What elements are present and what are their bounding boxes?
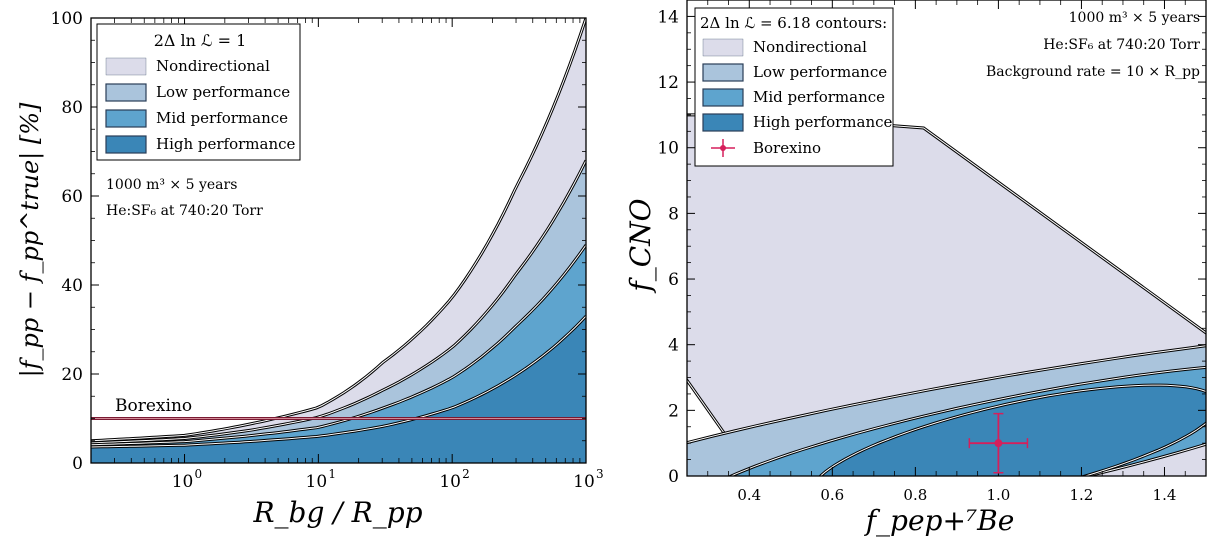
contour-edge-inner-0 bbox=[687, 114, 1206, 476]
edge-inner-0 bbox=[91, 18, 586, 442]
x-tick-exponent: 1 bbox=[328, 467, 336, 481]
legend-swatch-1 bbox=[702, 63, 744, 82]
right-legend-title: 2Δ ln ℒ = 6.18 contours: bbox=[700, 14, 887, 32]
borexino-point bbox=[994, 439, 1003, 448]
legend-swatch-3 bbox=[702, 113, 744, 132]
left-annotation-exposure: 1000 m³ × 5 years bbox=[106, 177, 237, 193]
x-tick-label-0.6: 0.6 bbox=[820, 486, 844, 504]
y-tick-label-100: 100 bbox=[51, 9, 83, 29]
right-y-axis-label: f_CNO bbox=[624, 198, 657, 293]
x-tick-label: 10 bbox=[573, 472, 595, 492]
legend-label-3: High performance bbox=[156, 135, 296, 153]
right-annotation-exposure: 1000 m³ × 5 years bbox=[1069, 10, 1200, 26]
legend-label-3: High performance bbox=[753, 113, 893, 131]
contour-edge-inner-3 bbox=[819, 384, 1206, 476]
left-y-axis-label: |f_pp − f_pp^true| [%] bbox=[16, 102, 45, 377]
area-high-performance bbox=[91, 316, 586, 463]
y-tick-label-14: 14 bbox=[657, 7, 679, 27]
y-tick-label-60: 60 bbox=[61, 187, 83, 207]
legend-swatch-3 bbox=[105, 135, 147, 154]
legend-marker-dot bbox=[720, 145, 726, 151]
x-tick-label-1.0: 1.0 bbox=[986, 486, 1010, 504]
contour-high-performance bbox=[820, 385, 1206, 476]
right-panel: 0 2 4 6 8 10 12 14 0.4 0.6 0.8 1.0 1.2 1.4 2Δ ln ℒ = … bbox=[624, 0, 1207, 537]
legend-swatch-2 bbox=[105, 109, 147, 128]
y-tick-label-10: 10 bbox=[657, 139, 679, 159]
contour-edge-inner-1 bbox=[687, 345, 1206, 476]
contour-edge-inner-2 bbox=[730, 366, 1206, 476]
right-x-axis-label: f_pep+⁷Be bbox=[864, 504, 1015, 537]
right-annotation-background: Background rate = 10 × R_pp bbox=[986, 64, 1200, 80]
borexino-marker bbox=[968, 412, 1029, 474]
x-tick-exponent: 2 bbox=[462, 467, 470, 481]
right-axes: 0 2 4 6 8 10 12 14 0.4 0.6 0.8 1.0 1.2 1.4 bbox=[657, 0, 1207, 504]
left-legend-title: 2Δ ln ℒ = 1 bbox=[154, 31, 247, 50]
right-plot-frame bbox=[686, 0, 1207, 477]
y-tick-label-6: 6 bbox=[668, 270, 679, 290]
edge-inner-2 bbox=[91, 244, 586, 446]
y-tick-label-4: 4 bbox=[668, 336, 679, 356]
x-tick-label: 10 bbox=[439, 472, 461, 492]
y-tick-label-0: 0 bbox=[668, 467, 679, 487]
y-tick-label-0: 0 bbox=[72, 454, 83, 474]
y-tick-label-20: 20 bbox=[61, 365, 83, 385]
left-legend: 2Δ ln ℒ = 1 Nondirectional Low performanc… bbox=[96, 23, 301, 161]
x-tick-label-0.8: 0.8 bbox=[903, 486, 927, 504]
left-x-axis-label: R_bg / R_pp bbox=[252, 496, 422, 529]
legend-label-2: Mid performance bbox=[753, 88, 885, 106]
right-contour-regions bbox=[687, 113, 1206, 476]
right-legend-box bbox=[694, 7, 894, 167]
x-tick-label-1.2: 1.2 bbox=[1070, 486, 1094, 504]
x-tick-exponent: 3 bbox=[596, 467, 604, 481]
borexino-label: Borexino bbox=[115, 396, 192, 416]
legend-swatch-0 bbox=[105, 57, 147, 76]
x-tick-label-0.4: 0.4 bbox=[737, 486, 761, 504]
legend-label-borexino: Borexino bbox=[753, 139, 821, 157]
legend-label-0: Nondirectional bbox=[753, 38, 867, 56]
y-tick-label-80: 80 bbox=[61, 98, 83, 118]
legend-label-1: Low performance bbox=[753, 63, 887, 81]
right-annotation-gas: He:SF₆ at 740:20 Torr bbox=[1043, 37, 1200, 53]
x-tick-label: 10 bbox=[172, 472, 194, 492]
y-tick-label-12: 12 bbox=[657, 73, 679, 93]
left-annotation-gas: He:SF₆ at 740:20 Torr bbox=[106, 203, 263, 219]
legend-swatch-1 bbox=[105, 83, 147, 102]
y-tick-label-40: 40 bbox=[61, 276, 83, 296]
y-tick-label-8: 8 bbox=[668, 204, 679, 224]
x-tick-exponent: 0 bbox=[195, 467, 203, 481]
y-tick-label-2: 2 bbox=[668, 401, 679, 421]
edge-inner-1 bbox=[91, 160, 586, 444]
legend-swatch-0 bbox=[702, 38, 744, 57]
legend-label-1: Low performance bbox=[156, 83, 290, 101]
x-tick-label-1.4: 1.4 bbox=[1153, 486, 1177, 504]
legend-label-0: Nondirectional bbox=[156, 57, 270, 75]
left-area-bands bbox=[91, 18, 586, 463]
legend-swatch-2 bbox=[702, 88, 744, 107]
legend-label-2: Mid performance bbox=[156, 109, 288, 127]
right-legend: 2Δ ln ℒ = 6.18 contours: Nondirectional L… bbox=[694, 7, 894, 167]
x-tick-label: 10 bbox=[306, 472, 328, 492]
edge-inner-3 bbox=[91, 315, 586, 448]
